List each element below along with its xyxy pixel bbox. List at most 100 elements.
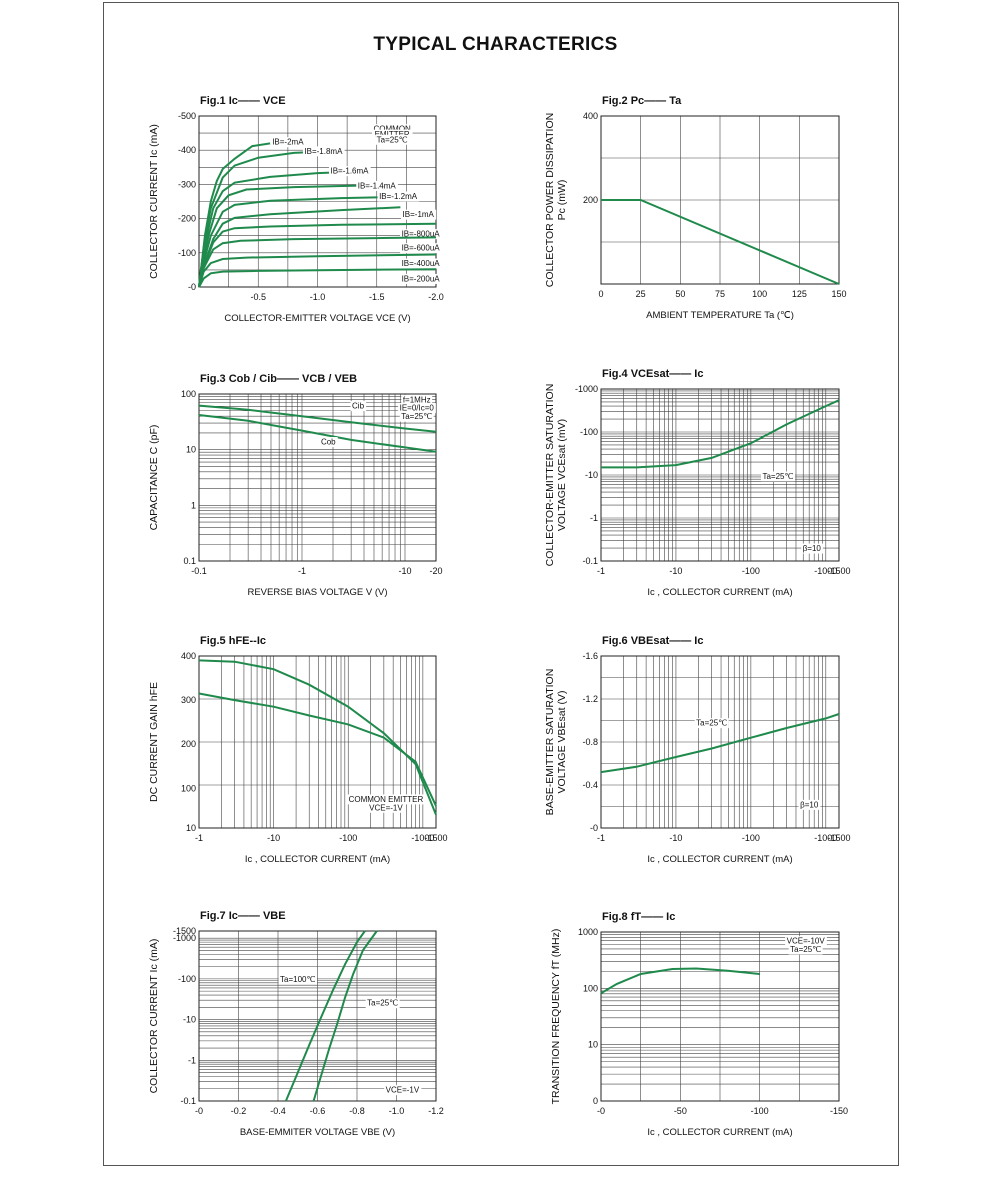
fig1-chart: -0.5 -1.0 -1.5 -2.0 -0 -100 -200 -300 -400 -500 Fi… — [148, 95, 444, 324]
x-tick-label: -1 — [298, 566, 306, 576]
plot-frame — [198, 930, 437, 1102]
page-title: TYPICAL CHARACTERICS — [373, 34, 618, 55]
y-axis-label: COLLECTOR POWER DISSIPATION — [544, 113, 556, 287]
figure-title: Fig.5 hFE--Ic — [200, 635, 266, 647]
figure-title: Fig.1 Ic—— VCE — [200, 95, 286, 107]
y-tick-label: 0.1 — [183, 556, 196, 566]
x-tick-label: -1000 — [411, 833, 434, 843]
x-tick-label: -100 — [751, 1106, 769, 1116]
x-tick-label: -100 — [339, 833, 357, 843]
fig5-chart: -1 -10 -100 -1000-1500 10 100 200 300 400 Fig.5 h… — [148, 635, 448, 865]
series-line-1 — [600, 967, 760, 995]
fig4-chart: -1 -10 -100 -1000-1500-0.1-1-10-100-1000Fig… — [544, 368, 851, 598]
series-line-1 — [284, 930, 366, 1102]
y-tick-label: -100 — [178, 974, 196, 984]
x-tick-label: -50 — [674, 1106, 687, 1116]
x-tick-label: -0.5 — [250, 292, 266, 302]
annotation-bg — [371, 124, 413, 135]
series-label-bg — [319, 437, 338, 448]
x-tick-label: -1.2 — [428, 1106, 444, 1116]
annotation-bg — [347, 794, 425, 805]
series-label: IB=-1.8mA — [304, 147, 343, 156]
x-tick-label: 100 — [752, 289, 767, 299]
plot-frame — [600, 655, 840, 829]
annotation: Ta=25℃ — [696, 719, 727, 728]
y-tick-label: 300 — [181, 695, 196, 705]
plot-frame — [198, 115, 437, 288]
y-tick-label: -0.1 — [180, 1096, 196, 1106]
plot-frame — [600, 931, 840, 1102]
figure-title: Fig.6 VBEsat—— Ic — [602, 635, 703, 647]
y-tick-label: -1 — [590, 513, 598, 523]
series-line-1 — [601, 399, 840, 469]
y-axis-label: Pc (mW) — [556, 180, 568, 221]
x-tick-label: -1 — [195, 833, 203, 843]
plot-frame — [600, 388, 840, 562]
series-label-bg — [356, 180, 398, 191]
x-tick-label: -1500 — [424, 833, 447, 843]
x-tick-label: 150 — [831, 289, 846, 299]
x-tick-label: -10 — [669, 566, 682, 576]
annotation-bg — [384, 1085, 422, 1096]
annotation: COMMON — [373, 125, 411, 134]
series-line-7 — [198, 222, 437, 288]
fig2-chart: 0 25 50 75 100 125 150 200 400 Fig.2 Pc—— Ta AMBIE… — [544, 95, 847, 321]
annotation-bg — [694, 718, 729, 729]
y-tick-label: 100 — [583, 983, 598, 993]
y-tick-label: 1000 — [578, 927, 598, 937]
annotation: Ta=25℃ — [762, 472, 793, 481]
series-label: IB=-200uA — [402, 274, 441, 283]
annotation: EMITTER — [375, 130, 410, 139]
x-tick-label: 25 — [636, 289, 646, 299]
x-tick-label: -0.2 — [231, 1106, 247, 1116]
fig3-chart: -0.1 -1 -10 -20 0.1 1 10 100 Fig.3 Cob / Cib—— V… — [148, 373, 443, 598]
series-label: IB=-400uA — [402, 259, 441, 268]
y-tick-label: -0.1 — [582, 556, 598, 566]
x-tick-label: -10 — [398, 566, 411, 576]
y-tick-label: -1000 — [173, 933, 196, 943]
x-tick-label: -100 — [742, 566, 760, 576]
x-axis-label: Ic , COLLECTOR CURRENT (mA) — [647, 854, 792, 865]
grid — [199, 931, 436, 1101]
series-label: Ta=100℃ — [280, 975, 315, 984]
annotation: f=1MHz — [403, 395, 431, 404]
grid — [601, 656, 839, 828]
y-tick-label: -200 — [178, 214, 196, 224]
x-axis-label: REVERSE BIAS VOLTAGE V (V) — [247, 587, 387, 598]
series-line-1 — [198, 404, 437, 433]
annotation-bg — [801, 543, 823, 554]
y-tick-label: -1.2 — [582, 694, 598, 704]
annotation: Ta=25℃ — [790, 945, 821, 954]
x-tick-label: 125 — [792, 289, 807, 299]
y-tick-label: 0 — [593, 1096, 598, 1106]
x-axis-label: Ic , COLLECTOR CURRENT (mA) — [647, 587, 792, 598]
x-tick-label: -1 — [597, 833, 605, 843]
x-tick-label: -0.1 — [191, 566, 207, 576]
series-line-2 — [198, 414, 437, 453]
series-label: IB=-600uA — [402, 244, 441, 253]
figure-title: Fig.4 VCEsat—— Ic — [602, 368, 703, 380]
x-tick-label: -0 — [597, 1106, 605, 1116]
y-axis-label: COLLECTOR CURRENT Ic (mA) — [148, 124, 160, 279]
x-tick-label: 50 — [675, 289, 685, 299]
y-tick-label: 200 — [181, 739, 196, 749]
series-label: IB=-1mA — [403, 210, 435, 219]
y-tick-label: -400 — [178, 145, 196, 155]
y-tick-label: 100 — [181, 389, 196, 399]
series-label-bg — [365, 998, 400, 1009]
y-axis-label: CAPACITANCE C (pF) — [148, 425, 160, 531]
x-tick-label: 0 — [598, 289, 603, 299]
series-label: IB=-1.6mA — [330, 167, 369, 176]
series-label: Ta=25℃ — [367, 999, 398, 1008]
y-tick-label: -1000 — [575, 384, 598, 394]
series-label: IB=-800uA — [402, 230, 441, 239]
series-label-bg — [270, 137, 306, 148]
series-label-bg — [400, 273, 442, 284]
y-tick-label: 10 — [588, 1040, 598, 1050]
series-label-bg — [328, 166, 371, 177]
y-tick-label: -1.6 — [582, 651, 598, 661]
fig7-chart: -0 -0.2 -0.4 -0.6 -0.8 -1.0 -1.2 -0.1 -1 -10 -100 -… — [148, 910, 444, 1138]
x-tick-label: -1 — [597, 566, 605, 576]
series-label: IB=-1.4mA — [358, 181, 397, 190]
series-line-2 — [312, 930, 378, 1102]
